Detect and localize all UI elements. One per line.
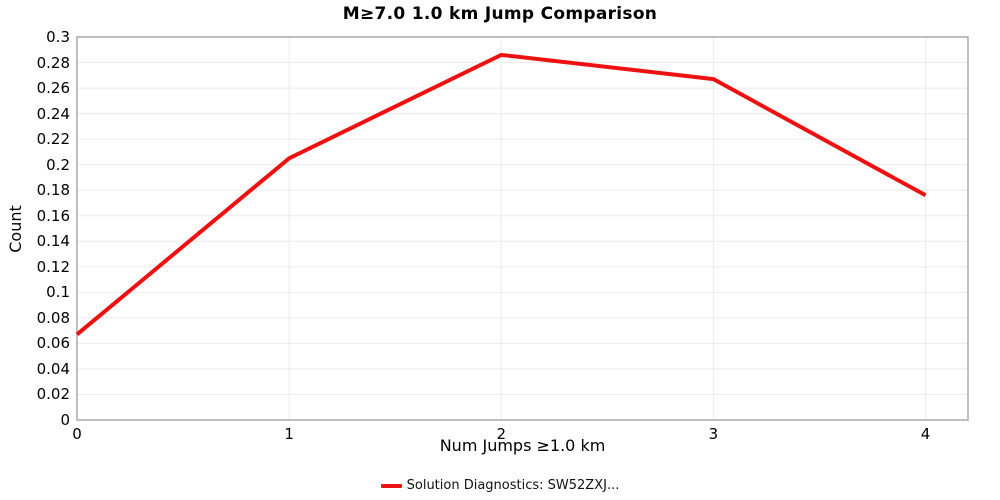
y-tick-label: 0.22 (36, 130, 70, 149)
x-axis-title: Num Jumps ≥1.0 km (439, 436, 606, 455)
x-tick-label: 2 (496, 425, 507, 443)
chart-title: M≥7.0 1.0 km Jump Comparison (342, 4, 658, 24)
y-tick-label: 0.24 (36, 104, 70, 123)
y-tick-label: 0.26 (36, 79, 70, 98)
y-tick-label: 0.28 (36, 53, 70, 72)
x-tick-label: 0 (72, 425, 82, 443)
series-line (75, 52, 927, 337)
x-tick-label: 3 (708, 425, 719, 443)
y-tick-label: 0.2 (46, 155, 70, 174)
y-tick-label: 0.18 (36, 181, 70, 200)
y-tick-label: 0.16 (36, 206, 70, 225)
y-tick-label: 0 (60, 411, 70, 429)
legend-line-marker (380, 483, 402, 488)
y-tick-label: 0.06 (36, 334, 70, 353)
y-tick-label: 0.02 (36, 385, 70, 404)
y-tick-label: 0.04 (36, 359, 70, 378)
x-tick-label: 1 (284, 425, 294, 443)
y-tick-label: 0.08 (36, 308, 70, 327)
y-tick-label: 0.3 (46, 28, 70, 46)
y-tick-label: 0.1 (46, 283, 70, 302)
legend: Solution Diagnostics: SW52ZXJ... (0, 478, 1000, 493)
plot-border (76, 36, 969, 421)
x-tick-label: 4 (920, 425, 931, 443)
y-tick-label: 0.14 (36, 232, 70, 251)
legend-label: Solution Diagnostics: SW52ZXJ... (406, 478, 620, 493)
y-tick-label: 0.12 (36, 257, 70, 276)
